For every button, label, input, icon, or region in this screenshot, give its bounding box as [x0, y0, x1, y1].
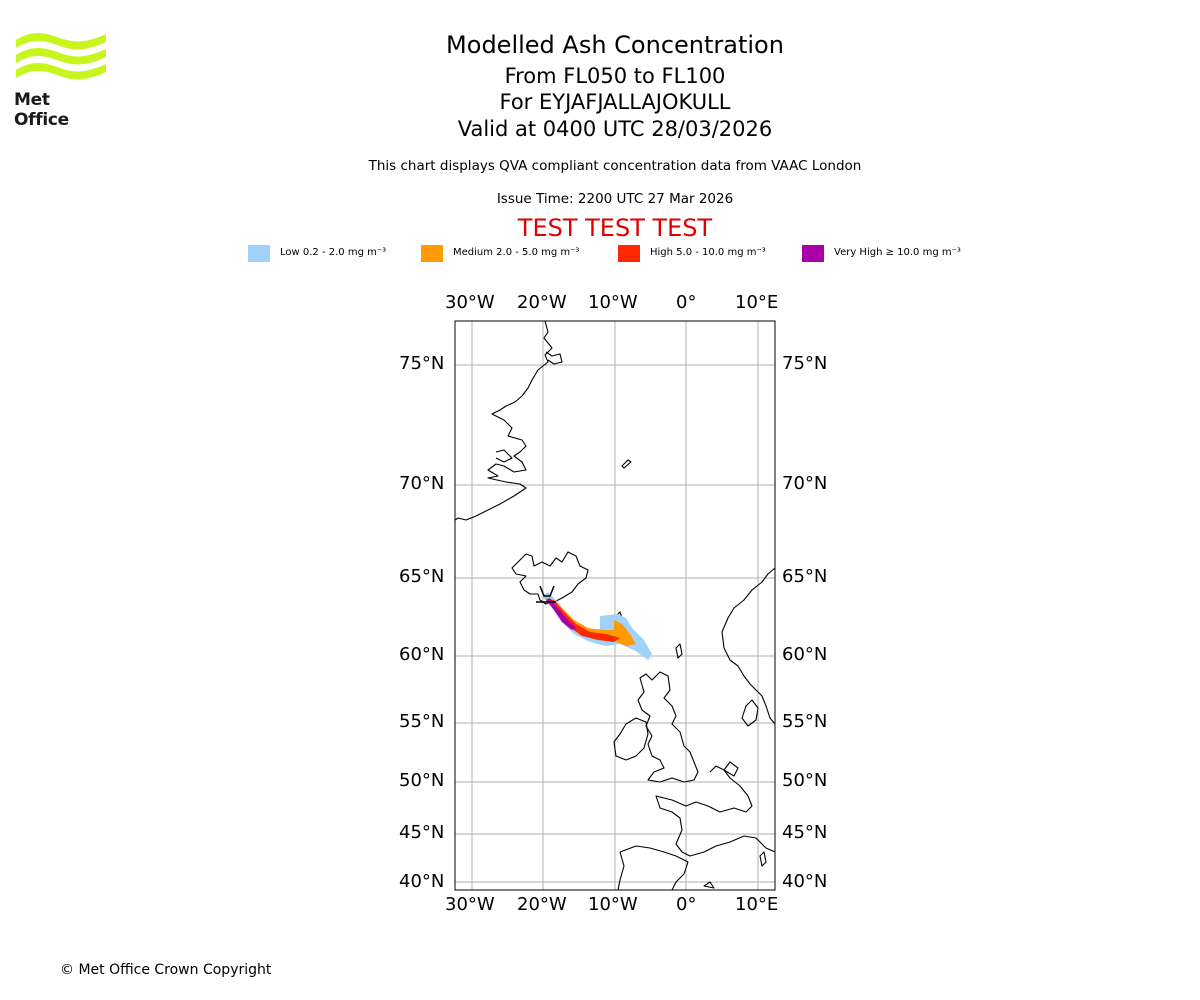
- lat-tick-right-55n: 55°N: [782, 711, 828, 732]
- lat-tick-right-60n: 60°N: [782, 644, 828, 665]
- coastlines: [454, 320, 776, 891]
- lon-tick-top-10w: 10°W: [588, 292, 638, 313]
- lon-tick-top-10e: 10°E: [735, 292, 779, 313]
- copyright-notice: © Met Office Crown Copyright: [60, 962, 272, 978]
- volcano-name: For EYJAFJALLAJOKULL: [499, 90, 731, 114]
- legend-swatch-high: [618, 245, 640, 262]
- lon-tick-bottom-20w: 20°W: [517, 894, 567, 915]
- greenland-coast: [454, 320, 553, 521]
- legend-swatch-medium: [421, 245, 443, 262]
- lat-tick-left-65n: 65°N: [399, 566, 445, 587]
- lat-tick-left-50n: 50°N: [399, 770, 445, 791]
- legend-label-very-high: Very High ≥ 10.0 mg m⁻³: [834, 247, 961, 258]
- lat-tick-right-50n: 50°N: [782, 770, 828, 791]
- lat-tick-right-45n: 45°N: [782, 822, 828, 843]
- map-frame: [454, 320, 776, 891]
- scandinavia-coast: [721, 567, 776, 725]
- legend-label-medium: Medium 2.0 - 5.0 mg m⁻³: [453, 247, 580, 258]
- lat-tick-left-55n: 55°N: [399, 711, 445, 732]
- lat-tick-right-40n: 40°N: [782, 871, 828, 892]
- ash-plume-medium: [545, 598, 636, 646]
- iceland-coast: [511, 551, 589, 605]
- ash-plume-very-high: [546, 598, 576, 630]
- test-banner: TEST TEST TEST: [517, 214, 713, 242]
- lat-tick-left-45n: 45°N: [399, 822, 445, 843]
- legend-swatch-low: [248, 245, 270, 262]
- ireland-coast: [613, 717, 649, 761]
- lat-tick-left-40n: 40°N: [399, 871, 445, 892]
- lat-tick-right-75n: 75°N: [782, 353, 828, 374]
- continental-europe-coast: [655, 765, 776, 857]
- lon-tick-top-20w: 20°W: [517, 292, 567, 313]
- iberia-coast: [619, 845, 689, 891]
- volcano-marker-icon: [536, 585, 556, 603]
- met-office-logo: Met Office: [14, 28, 108, 130]
- ash-plume-low: [542, 592, 652, 660]
- lat-tick-left-70n: 70°N: [399, 473, 445, 494]
- lat-tick-left-60n: 60°N: [399, 644, 445, 665]
- lon-tick-bottom-10e: 10°E: [735, 894, 779, 915]
- legend-label-high: High 5.0 - 10.0 mg m⁻³: [650, 247, 766, 258]
- lon-tick-bottom-10w: 10°W: [588, 894, 638, 915]
- chart-description: This chart displays QVA compliant concen…: [368, 158, 862, 174]
- lon-tick-top-30w: 30°W: [445, 292, 495, 313]
- map-gridlines: [455, 321, 775, 890]
- legend-label-low: Low 0.2 - 2.0 mg m⁻³: [280, 247, 387, 258]
- lon-tick-bottom-30w: 30°W: [445, 894, 495, 915]
- chart-title: Modelled Ash Concentration: [446, 31, 784, 59]
- legend-swatch-very-high: [802, 245, 824, 262]
- flight-level-range: From FL050 to FL100: [504, 64, 726, 88]
- met-office-wordmark: Met Office: [14, 90, 69, 130]
- jan-mayen-coast: [621, 459, 632, 469]
- lon-tick-top-0: 0°: [676, 292, 697, 313]
- lat-tick-left-75n: 75°N: [399, 353, 445, 374]
- met-office-waves-icon: [16, 33, 106, 80]
- issue-time: Issue Time: 2200 UTC 27 Mar 2026: [496, 191, 734, 207]
- lat-tick-right-65n: 65°N: [782, 566, 828, 587]
- lat-tick-right-70n: 70°N: [782, 473, 828, 494]
- valid-time: Valid at 0400 UTC 28/03/2026: [457, 117, 773, 141]
- lon-tick-bottom-0: 0°: [676, 894, 697, 915]
